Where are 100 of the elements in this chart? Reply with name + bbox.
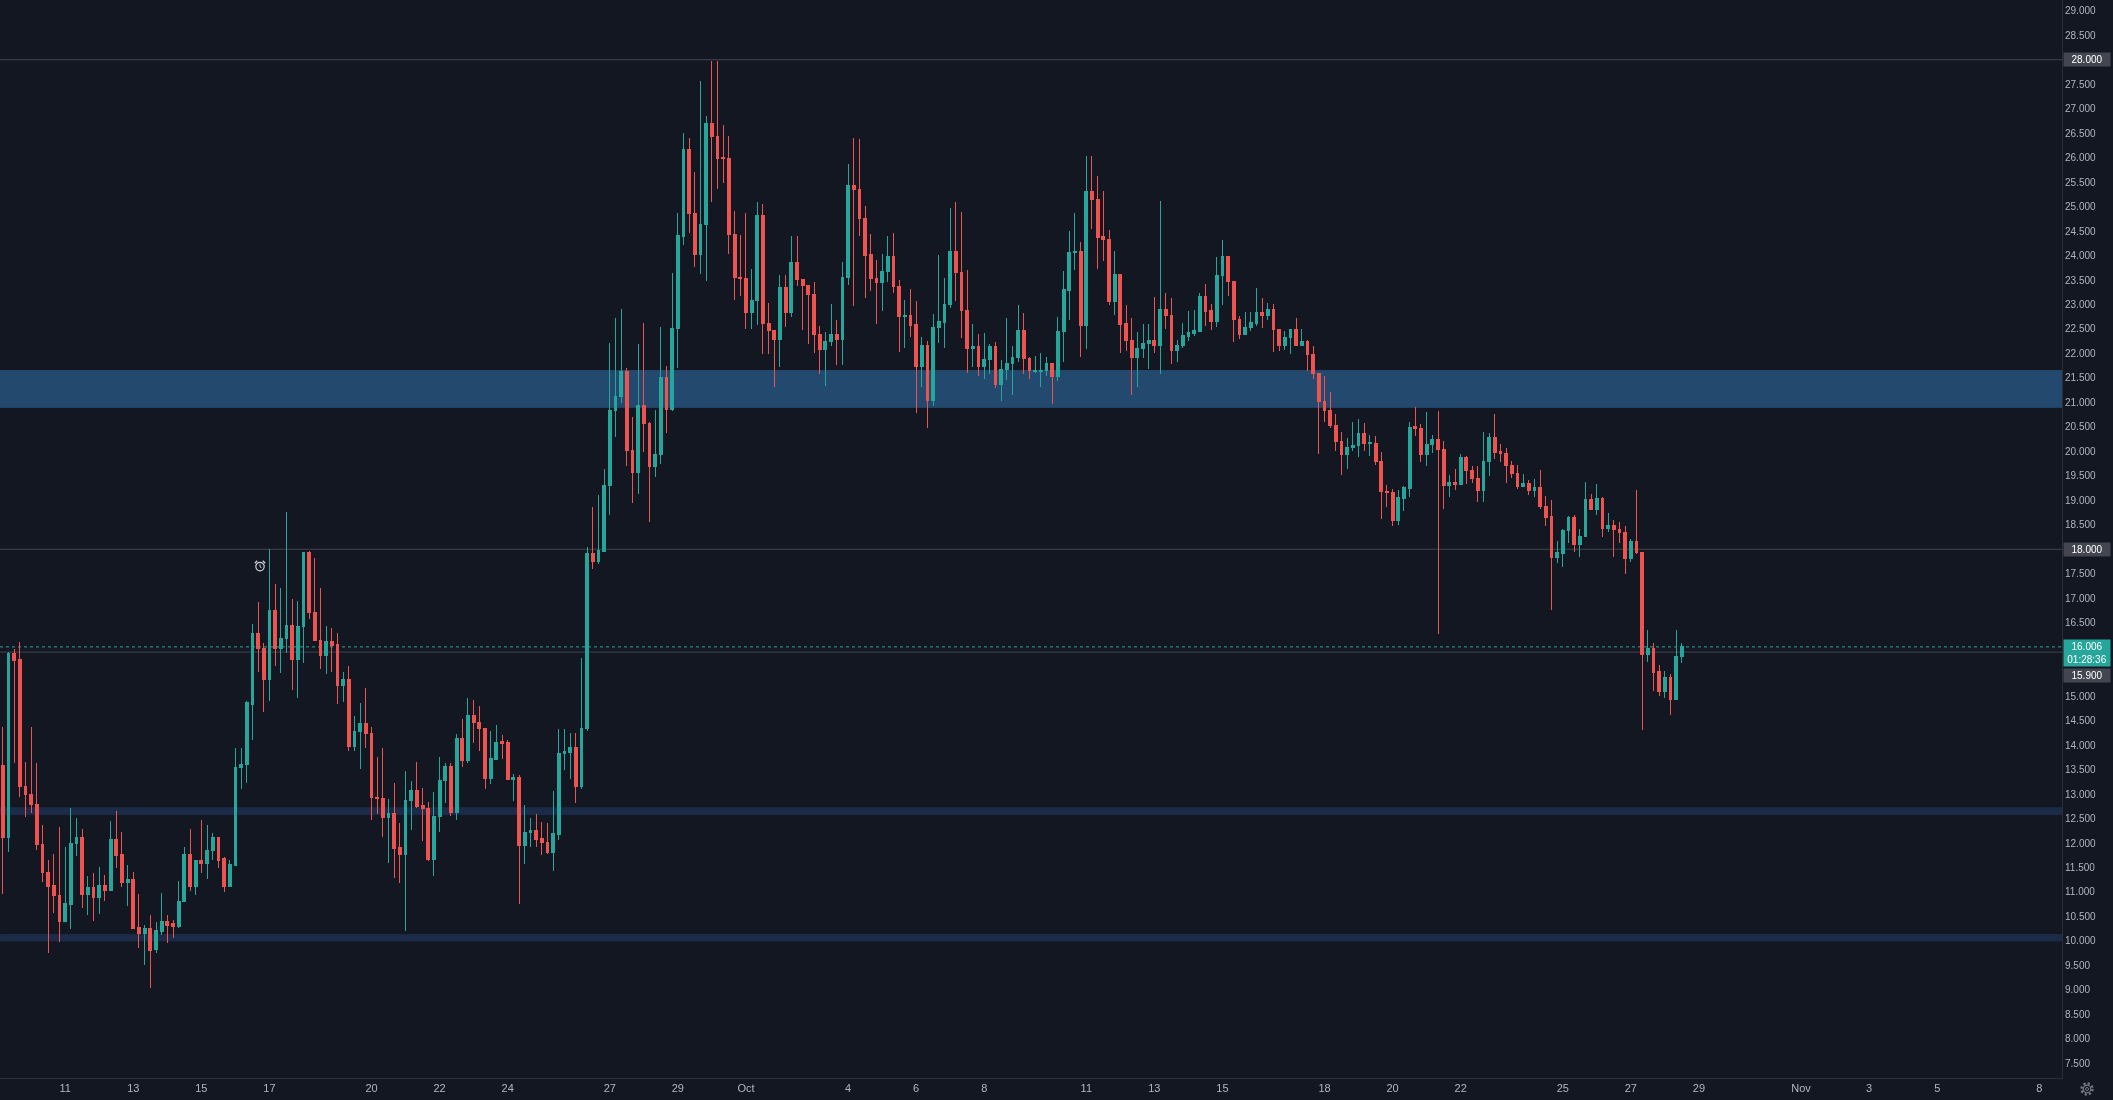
candlestick: [239, 747, 243, 790]
candlestick: [1594, 483, 1599, 516]
x-tick-label: 15: [195, 1082, 208, 1095]
candlestick: [1107, 229, 1111, 306]
candlestick: [1680, 642, 1684, 664]
candlestick: [1663, 670, 1667, 699]
candlestick: [1044, 356, 1049, 377]
candlestick: [1146, 323, 1151, 370]
candlestick: [1175, 339, 1179, 363]
x-tick-label: 29: [1692, 1082, 1706, 1095]
candlestick: [1390, 488, 1395, 527]
candlestick: [670, 272, 675, 412]
candlestick: [1197, 292, 1202, 333]
y-tick-label: 16.500: [2065, 617, 2097, 629]
candlestick: [137, 893, 141, 949]
candlestick: [925, 340, 930, 429]
candlestick: [392, 782, 397, 879]
candlestick: [1260, 297, 1265, 329]
candlestick: [761, 203, 765, 355]
y-tick-label: 8.500: [2065, 1008, 2091, 1020]
candlestick: [120, 831, 124, 888]
candlestick: [1124, 304, 1128, 352]
y-tick-label: 28.500: [2065, 29, 2097, 41]
candlestick: [931, 313, 936, 407]
candlestick: [1243, 311, 1248, 336]
x-tick-label: 17: [263, 1082, 276, 1095]
candlestick: [511, 773, 516, 802]
candlestick: [846, 163, 850, 286]
y-tick-label: 26.500: [2065, 127, 2097, 139]
x-tick-label: 27: [603, 1082, 616, 1095]
x-tick-label: 22: [433, 1082, 446, 1095]
y-tick-label: 17.000: [2065, 592, 2097, 604]
candlestick: [1413, 406, 1418, 437]
y-tick-label: 12.000: [2065, 837, 2097, 849]
candlestick: [63, 846, 68, 923]
candlestick: [1152, 296, 1157, 354]
y-tick-label: 24.000: [2065, 250, 2097, 262]
candlestick: [1362, 422, 1367, 452]
candlestick: [1005, 317, 1009, 381]
candlestick: [1351, 421, 1355, 452]
candlestick: [256, 601, 260, 673]
candlestick: [710, 60, 714, 203]
candlestick: [1572, 514, 1577, 553]
candlestick: [148, 914, 153, 989]
candlestick: [970, 323, 975, 368]
candlestick: [1317, 373, 1321, 455]
candlestick: [1265, 302, 1270, 321]
x-tick-label: 3: [1866, 1082, 1873, 1095]
candlestick: [1436, 410, 1440, 635]
candlestick: [1339, 431, 1344, 476]
candlestick: [1158, 200, 1162, 375]
candlestick: [131, 871, 136, 929]
candlestick: [834, 319, 839, 366]
candlestick: [159, 892, 164, 936]
candlestick: [675, 212, 680, 369]
ref-line-label: 28.000: [2071, 54, 2103, 65]
candlestick: [885, 235, 890, 283]
candlestick: [460, 718, 465, 768]
candlestick: [273, 583, 278, 667]
candlestick: [386, 798, 391, 864]
candlestick: [1294, 317, 1299, 346]
candlestick: [1538, 469, 1543, 510]
y-tick-label: 21.000: [2065, 396, 2097, 408]
candlestick: [415, 761, 419, 809]
candlestick: [1402, 485, 1406, 512]
candlestick: [1396, 489, 1401, 526]
candlestick: [34, 762, 39, 851]
y-tick-label: 22.000: [2065, 347, 2097, 359]
x-tick-label: 11: [59, 1082, 71, 1095]
candlestick: [778, 274, 782, 368]
x-tick-label: 20: [1386, 1082, 1399, 1095]
candlestick: [1090, 155, 1094, 230]
x-tick-label: 27: [1624, 1082, 1638, 1095]
candlestick: [1368, 434, 1372, 457]
y-tick-label: 9.500: [2065, 959, 2091, 971]
x-tick-label: 29: [671, 1082, 685, 1095]
candlestick: [658, 326, 663, 465]
x-tick-label: 5: [1934, 1082, 1941, 1095]
y-tick-label: 27.000: [2065, 103, 2097, 115]
candlestick: [1589, 493, 1594, 510]
candlestick: [188, 828, 192, 892]
y-tick-label: 19.000: [2065, 494, 2097, 506]
candlestick: [154, 921, 158, 954]
candlestick: [1407, 421, 1412, 498]
candlestick: [1027, 356, 1032, 380]
candlestick: [1385, 484, 1389, 508]
x-tick-label: 15: [1216, 1082, 1229, 1095]
candlestick: [1668, 673, 1673, 716]
candlestick: [1555, 540, 1560, 564]
candlestick: [1226, 255, 1231, 297]
y-tick-label: 13.000: [2065, 788, 2097, 800]
candlestick: [863, 205, 867, 299]
candlestick: [12, 648, 17, 764]
candlestick: [1526, 479, 1531, 496]
ref-line-label: 18.000: [2071, 544, 2103, 555]
y-tick-label: 20.000: [2065, 445, 2097, 457]
candlestick: [381, 747, 385, 838]
x-tick-label: 25: [1556, 1082, 1569, 1095]
candlestick: [52, 853, 56, 914]
candlestick: [1475, 465, 1480, 503]
